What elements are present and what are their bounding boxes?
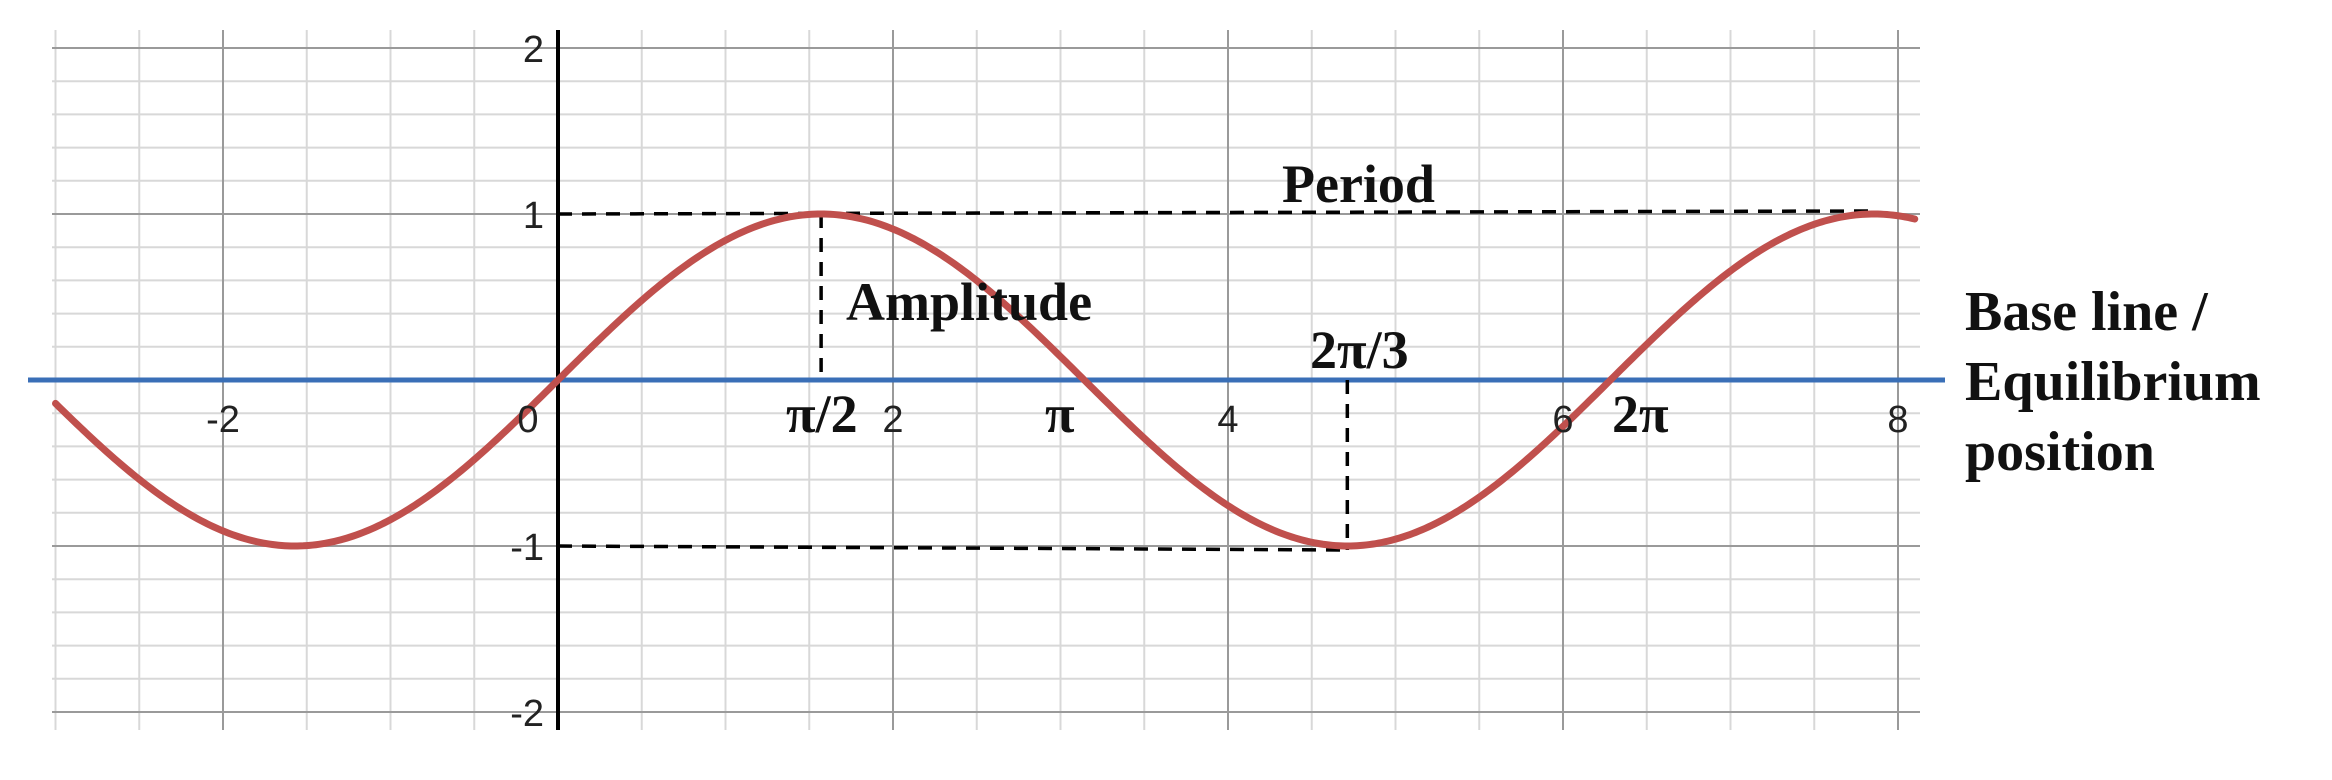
pi-over-two-label: π/2 <box>786 384 858 444</box>
tick-labels: -2 0 2 4 6 8 -2 -1 1 2 <box>206 29 1908 735</box>
trough-guide-line <box>557 544 1348 552</box>
x-tick-label: 0 <box>517 399 538 441</box>
sine-curve <box>52 210 1919 550</box>
period-guide-line <box>557 209 1873 216</box>
x-tick-label: 4 <box>1217 399 1238 441</box>
baseline-label-line2: Equilibrium <box>1965 351 2261 413</box>
x-tick-label: -2 <box>206 399 240 441</box>
y-tick-label: -2 <box>510 693 544 735</box>
x-tick-label: 6 <box>1552 399 1573 441</box>
y-tick-label: 1 <box>523 195 544 237</box>
baseline-label-line1: Base line / <box>1965 281 2209 343</box>
pi-label: π <box>1045 384 1075 444</box>
x-tick-label: 2 <box>882 399 903 441</box>
period-label: Period <box>1282 154 1435 214</box>
sine-series <box>52 210 1919 550</box>
x-tick-label: 8 <box>1887 399 1908 441</box>
y-tick-label: 2 <box>523 29 544 71</box>
y-tick-label: -1 <box>510 527 544 569</box>
amplitude-label: Amplitude <box>846 272 1092 332</box>
two-pi-label: 2π <box>1612 384 1669 444</box>
guide-lines <box>557 209 1873 552</box>
baseline-label-line3: position <box>1965 421 2155 483</box>
two-pi-over-three-label: 2π/3 <box>1310 320 1409 380</box>
